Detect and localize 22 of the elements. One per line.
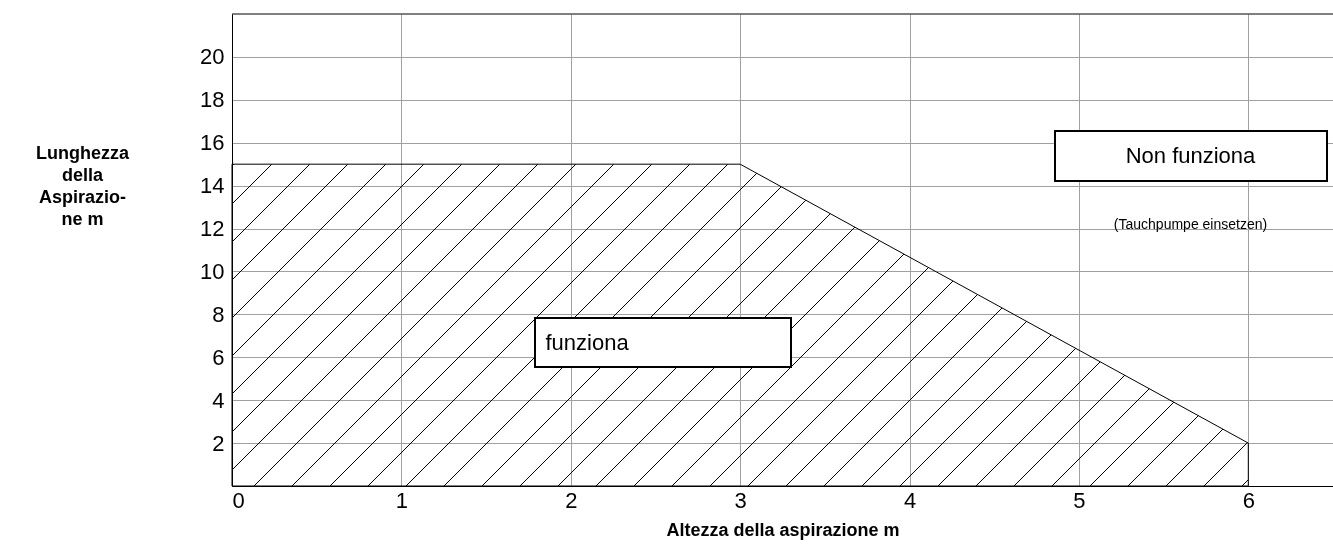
text-box: funziona	[533, 316, 792, 368]
y-tick-label: 4	[212, 387, 225, 413]
y-tick-label: 10	[200, 258, 225, 284]
y-tick-label: 6	[212, 344, 225, 370]
x-tick-label: 2	[565, 487, 578, 513]
y-tick-label: 20	[200, 44, 225, 70]
x-tick-label: 4	[903, 487, 917, 513]
y-tick-label: 14	[200, 173, 225, 199]
x-axis-title: Altezza della aspirazione m	[666, 519, 900, 540]
x-tick-label: 1	[395, 487, 409, 513]
y-tick-label: 12	[200, 216, 225, 242]
annotation: (Tauchpumpe einsetzen)	[1112, 214, 1269, 234]
text-box: Non funziona	[1053, 129, 1328, 182]
y-tick-label: 18	[200, 87, 225, 113]
x-tick-label: 5	[1073, 487, 1086, 513]
x-tick-label: 6	[1242, 487, 1255, 513]
y-tick-label: 16	[200, 130, 225, 156]
y-tick-label: 8	[212, 301, 225, 327]
y-tick-label: 2	[212, 430, 225, 456]
y-axis-title: Lunghezza della Aspirazio- ne m	[36, 142, 130, 229]
x-tick-label: 0	[232, 487, 245, 513]
x-tick-label: 3	[734, 487, 747, 513]
